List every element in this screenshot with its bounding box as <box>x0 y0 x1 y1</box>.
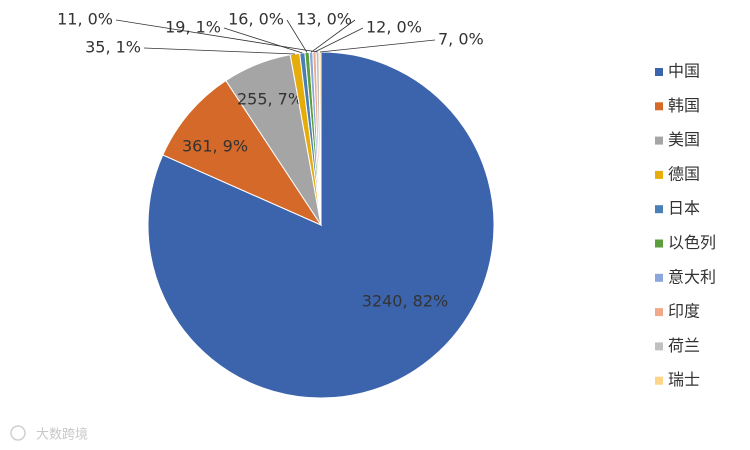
legend-label: 德国 <box>668 164 700 183</box>
legend-label: 中国 <box>668 62 700 81</box>
data-label: 11, 0% <box>57 10 113 29</box>
data-label: 13, 0% <box>296 10 352 29</box>
leader-line <box>319 39 436 53</box>
legend-label: 日本 <box>668 199 700 218</box>
leader-line <box>223 27 303 54</box>
leader-line <box>310 19 356 53</box>
legend-swatch <box>655 136 663 145</box>
legend-label: 印度 <box>668 302 700 321</box>
legend-swatch <box>655 376 663 385</box>
legend-swatch <box>655 273 663 282</box>
legend-label: 荷兰 <box>668 336 700 355</box>
leader-line <box>286 19 308 53</box>
legend-swatch <box>655 205 663 214</box>
pie-slice <box>162 79 323 227</box>
legend-label: 韩国 <box>668 96 700 115</box>
legend-label: 美国 <box>668 130 700 149</box>
leader-line <box>115 19 318 53</box>
data-label: 16, 0% <box>228 10 284 29</box>
legend-swatch <box>655 68 663 76</box>
legend-swatch <box>655 170 663 179</box>
data-label: 35, 1% <box>85 38 141 57</box>
leader-line <box>314 27 364 53</box>
legend-label: 以色列 <box>668 233 716 252</box>
data-label: 255, 7% <box>237 90 303 109</box>
legend-swatch <box>655 239 663 248</box>
data-label: 19, 1% <box>165 18 221 37</box>
legend-label: 瑞士 <box>668 370 700 389</box>
watermark-logo <box>10 425 26 441</box>
data-label: 7, 0% <box>438 30 484 49</box>
legend-swatch <box>655 102 663 111</box>
legend-swatch <box>655 308 663 317</box>
data-label: 3240, 82% <box>362 292 448 311</box>
legend-label: 意大利 <box>668 267 716 286</box>
data-label: 361, 9% <box>182 137 248 156</box>
leader-line <box>143 47 295 55</box>
legend-swatch <box>655 342 663 351</box>
watermark: 大数跨境 <box>36 428 88 443</box>
data-label: 12, 0% <box>366 18 422 37</box>
